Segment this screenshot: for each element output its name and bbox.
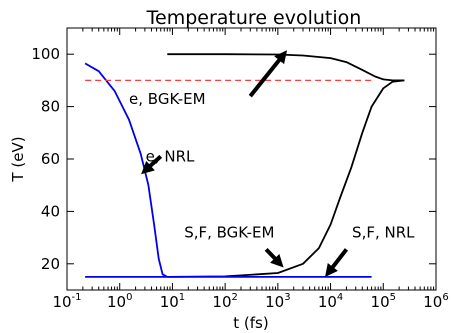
- annotation-label-e-nrl: e, NRL: [146, 148, 195, 166]
- annotation-arrow-s-bgk-em: [264, 248, 284, 268]
- annotation-label-e-bgk-em: e, BGK-EM: [129, 90, 206, 108]
- x-tick-label: 103: [265, 292, 290, 311]
- x-axis-label: t (fs): [233, 314, 268, 332]
- series-line-s-bgk-em: [167, 79, 405, 278]
- y-tick-label: 100: [31, 45, 60, 63]
- x-tick-label: 104: [318, 292, 343, 311]
- plot-area: 10-1 100 101 102 103 104 105 106 20 40 60 80 100 e, B…: [31, 27, 449, 311]
- annotation-arrow-e-nrl: [141, 154, 163, 175]
- plot-frame: [66, 27, 437, 291]
- x-tick-label: 100: [107, 292, 132, 311]
- x-tick-label: 101: [160, 292, 185, 311]
- x-tick-label: 10-1: [52, 292, 81, 311]
- annotation-arrow-s-nrl: [325, 248, 349, 278]
- y-tick-label: 20: [41, 255, 60, 273]
- x-tick-label: 105: [371, 292, 396, 311]
- series-line-e-bgk-em: [167, 53, 405, 82]
- y-tick-label: 60: [41, 150, 60, 168]
- x-tick-label: 102: [212, 292, 237, 311]
- annotation-label-s-bgk-em: S,F, BGK-EM: [184, 224, 274, 242]
- y-tick-label: 80: [41, 98, 60, 116]
- y-tick-label: 40: [41, 202, 60, 220]
- chart-title: Temperature evolution: [146, 7, 362, 29]
- annotation-label-s-nrl: S,F, NRL: [352, 224, 415, 242]
- y-axis-label: T (eV): [9, 136, 27, 182]
- x-tick-label: 106: [423, 292, 448, 311]
- annotation-arrow-e-bgk-em: [248, 50, 288, 98]
